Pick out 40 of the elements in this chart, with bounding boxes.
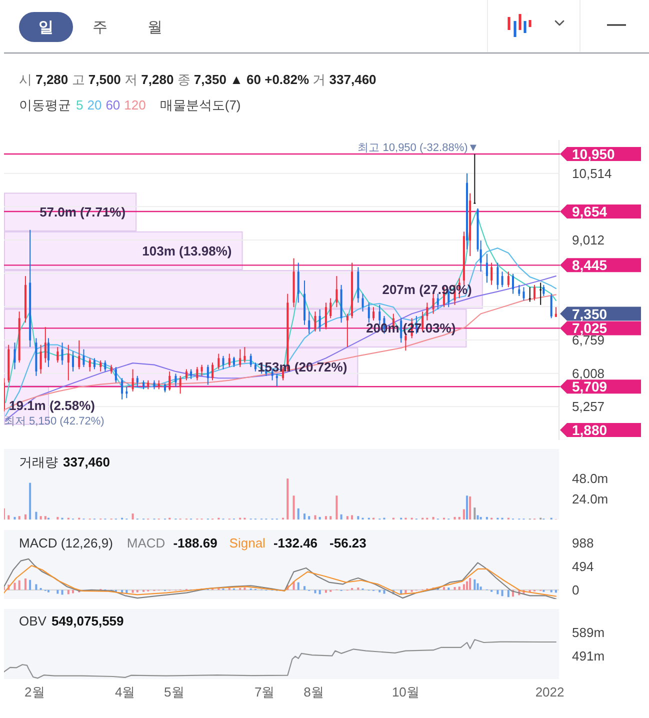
data-label: 103m (13.98%) bbox=[142, 243, 232, 258]
text: 일 bbox=[38, 19, 54, 36]
y-tick-label: 9,012 bbox=[572, 232, 605, 248]
y-tick-label: 24.0m bbox=[572, 492, 608, 507]
x-tick-label: 7월 bbox=[254, 684, 275, 700]
text: 1,880 bbox=[572, 422, 608, 438]
text: 주 bbox=[92, 19, 108, 36]
y-tick-label: 0 bbox=[572, 582, 580, 598]
annotation: 5,709 bbox=[572, 378, 608, 395]
x-tick-label: 2월 bbox=[24, 684, 45, 700]
x-tick-label: 4월 bbox=[115, 684, 136, 700]
y-tick-label: 10,514 bbox=[572, 166, 612, 181]
y-tick-label: 589m bbox=[572, 625, 605, 640]
annotation: 549,075,559 bbox=[51, 614, 124, 628]
x-tick-label: 10월 bbox=[392, 684, 420, 700]
annotation: 7,350 bbox=[572, 306, 608, 322]
y-tick-label: 48.0m bbox=[572, 471, 608, 486]
y-tick-label: 494 bbox=[572, 558, 594, 574]
x-tick-label: 5월 bbox=[164, 684, 184, 700]
legend: MACD -188.69 Signal -132.46 -56.23 bbox=[126, 536, 366, 550]
x-tick-label: 2022 bbox=[535, 684, 564, 700]
annotation: 9,654 bbox=[572, 204, 608, 220]
y-tick-label: 5,257 bbox=[572, 399, 605, 414]
y-tick-label: 6,008 bbox=[572, 366, 605, 381]
x-tick-label: 8월 bbox=[304, 684, 324, 700]
y-tick-label: 988 bbox=[572, 535, 594, 550]
annotation: 7,025 bbox=[572, 320, 608, 336]
chart-title: MACD (12,26,9) bbox=[19, 536, 113, 550]
annotation: 최고 10,950 (-32.88%)▼ bbox=[358, 142, 479, 154]
annotation: 8,445 bbox=[572, 257, 608, 274]
legend: 이동평균 5 20 60 120 bbox=[19, 98, 146, 112]
annotation: 10,950 bbox=[572, 146, 616, 162]
annotation: 최저 5,150 (42.72%) bbox=[4, 415, 104, 428]
legend: 매물분석도(7) bbox=[160, 98, 241, 112]
text: 시 7,280 고 7,500 저 7,280 종 7,350 ▲ 60 +0.82% 거 337,460 bbox=[19, 72, 376, 86]
chart-title: OBV bbox=[19, 614, 47, 628]
annotation: 337,460 bbox=[63, 454, 110, 470]
text: 월 bbox=[148, 19, 162, 36]
y-tick-label: 491m bbox=[572, 648, 605, 664]
chart-title: 거래량 bbox=[19, 454, 58, 470]
